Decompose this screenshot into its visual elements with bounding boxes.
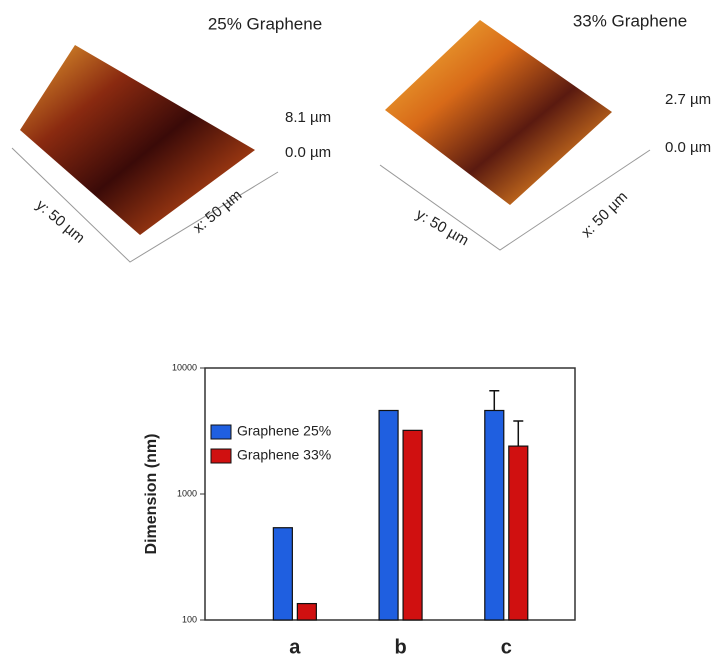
error-bar <box>489 391 499 411</box>
afm-surface <box>385 20 612 205</box>
error-bar <box>513 421 523 446</box>
bar <box>297 604 316 620</box>
bar-chart: Dimension (nm) 100 1000 10000 a b c Graphene 2… <box>143 362 575 658</box>
x-tick-label: b <box>394 636 406 658</box>
bar <box>379 410 398 620</box>
legend-label: Graphene 25% <box>237 423 331 439</box>
y-axis-label: y: 50 µm <box>33 196 88 246</box>
x-axis-label: x: 50 µm <box>578 188 631 241</box>
z-label: 2.7 µm <box>665 91 711 108</box>
z-label: 8.1 µm <box>285 109 331 126</box>
bar <box>273 528 292 620</box>
legend-label: Graphene 33% <box>237 447 331 463</box>
legend-swatch <box>211 449 231 463</box>
y-tick-label: 100 <box>182 614 197 624</box>
bar <box>403 430 422 620</box>
x-axis-label: x: 50 µm <box>190 186 245 236</box>
panel-title: 25% Graphene <box>208 14 322 33</box>
y-tick-label: 10000 <box>172 362 197 372</box>
x-tick-label: a <box>289 636 301 658</box>
z-label: 0.0 µm <box>285 144 331 161</box>
panel-title: 33% Graphene <box>573 11 687 30</box>
bar <box>509 446 528 620</box>
bar <box>485 410 504 620</box>
afm-panel-25: 25% Graphene 8.1 µm 0.0 µm y: 50 µm x: 5… <box>12 14 331 262</box>
y-tick-label: 1000 <box>177 488 197 498</box>
y-axis-title: Dimension (nm) <box>143 434 160 555</box>
figure: 25% Graphene 8.1 µm 0.0 µm y: 50 µm x: 5… <box>0 0 727 662</box>
y-axis-label: y: 50 µm <box>413 206 472 250</box>
afm-panel-33: 33% Graphene 2.7 µm 0.0 µm y: 50 µm x: 5… <box>380 11 711 250</box>
z-label: 0.0 µm <box>665 139 711 156</box>
x-tick-label: c <box>501 636 512 658</box>
legend-swatch <box>211 425 231 439</box>
